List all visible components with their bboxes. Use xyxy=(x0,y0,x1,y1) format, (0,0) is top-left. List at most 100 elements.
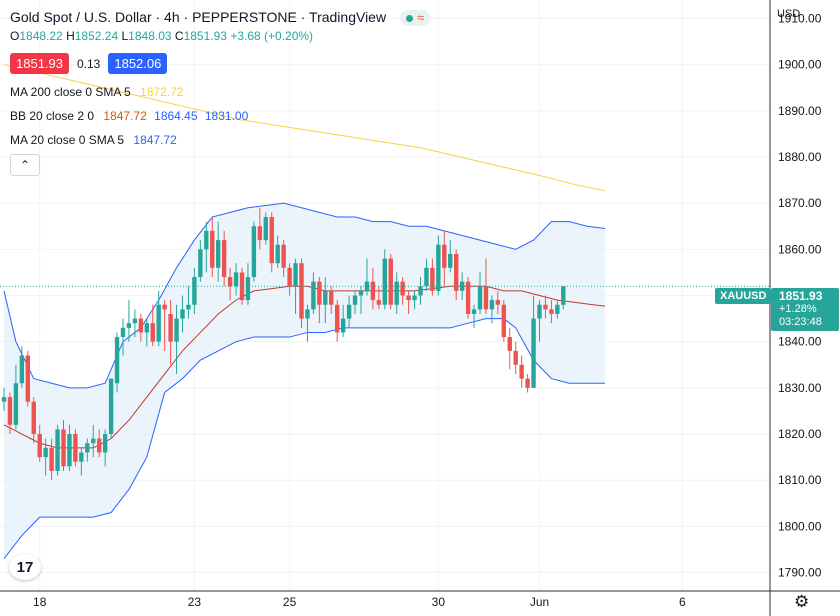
candle-body xyxy=(346,304,352,319)
candle-body xyxy=(19,355,25,384)
y-tick-label: 1790.00 xyxy=(778,566,822,580)
candle-body xyxy=(25,355,30,402)
y-tick-label: 1900.00 xyxy=(778,58,822,72)
wave-icon: ≈ xyxy=(416,10,425,26)
candle-body xyxy=(43,447,48,458)
candle-body xyxy=(97,438,102,453)
candle-body xyxy=(192,277,197,305)
candle-body xyxy=(358,290,364,296)
candle-body xyxy=(382,258,387,305)
y-tick-label: 1870.00 xyxy=(778,196,822,210)
symbol-price-tag: XAUUSD xyxy=(715,288,772,304)
candle-body xyxy=(180,309,185,319)
candle-body xyxy=(436,244,441,291)
bid-ask-panel: 1851.93 0.13 1852.06 xyxy=(10,53,168,74)
indicator-bb[interactable]: BB 20 close 2 0 1847.72 1864.45 1831.00 xyxy=(10,109,248,123)
candle-body xyxy=(299,263,304,319)
candle-body xyxy=(412,295,417,301)
candle-body xyxy=(477,286,483,310)
tradingview-logo-icon[interactable]: 17 xyxy=(9,554,41,580)
candle-body xyxy=(471,309,477,314)
indicator-ma20[interactable]: MA 20 close 0 SMA 5 1847.72 xyxy=(10,133,177,147)
high-label: H xyxy=(66,29,75,43)
candle-body xyxy=(424,267,429,287)
last-price-change: +1.28% xyxy=(779,303,817,315)
candle-body xyxy=(287,267,292,287)
close-value: 1851.93 xyxy=(183,29,227,43)
candle-body xyxy=(329,290,334,305)
candle-body xyxy=(543,304,548,310)
ohlc-values: O1848.22 H1852.24 L1848.03 C1851.93 +3.6… xyxy=(10,29,313,43)
candle-body xyxy=(454,253,459,291)
collapse-legend-button[interactable]: ⌃ xyxy=(10,154,40,176)
candle-body xyxy=(186,304,191,310)
candle-body xyxy=(507,337,512,351)
candle-body xyxy=(55,429,60,471)
currency-label[interactable]: USD xyxy=(777,8,801,20)
candle-body xyxy=(495,300,501,305)
open-value: 1848.22 xyxy=(19,29,63,43)
y-tick-label: 1860.00 xyxy=(778,242,822,256)
candle-body xyxy=(263,217,268,241)
x-tick-label: 18 xyxy=(33,595,47,609)
candle-body xyxy=(531,318,536,388)
candle-body xyxy=(549,309,554,314)
y-tick-label: 1810.00 xyxy=(778,473,822,487)
candle-body xyxy=(251,226,257,278)
candle-body xyxy=(370,281,376,301)
symbol-title[interactable]: Gold Spot / U.S. Dollar · 4h · PEPPERSTO… xyxy=(10,9,387,25)
candle-body xyxy=(483,286,489,310)
candle-body xyxy=(1,397,7,402)
open-label: O xyxy=(10,29,20,43)
candle-body xyxy=(323,290,328,305)
candle-body xyxy=(555,304,560,314)
indicator-value-lower: 1831.00 xyxy=(204,109,249,123)
candle-body xyxy=(102,434,108,453)
candle-body xyxy=(120,327,126,338)
candle-body xyxy=(311,281,316,310)
x-tick-label: 25 xyxy=(283,595,297,609)
candle-body xyxy=(150,323,155,342)
candle-body xyxy=(537,304,542,319)
market-status-badge[interactable]: ≈ xyxy=(399,10,431,27)
candle-body xyxy=(67,434,72,467)
candle-body xyxy=(465,281,471,314)
candle-body xyxy=(239,272,245,301)
candle-body xyxy=(114,337,120,384)
last-price-label: 1851.93 +1.28% 03:23:48 xyxy=(771,288,839,331)
candle-body xyxy=(293,263,298,287)
high-value: 1852.24 xyxy=(74,29,119,43)
candle-body xyxy=(317,281,322,305)
bar-countdown: 03:23:48 xyxy=(779,316,822,328)
candle-body xyxy=(394,281,399,305)
indicator-ma200[interactable]: MA 200 close 0 SMA 5 1872.72 xyxy=(10,85,183,99)
candle-body xyxy=(216,240,221,268)
candle-body xyxy=(221,240,227,278)
candle-body xyxy=(561,286,566,305)
candle-body xyxy=(210,230,215,268)
indicator-value: 1872.72 xyxy=(140,85,184,99)
candle-body xyxy=(275,244,280,264)
y-tick-label: 1880.00 xyxy=(778,150,822,164)
candle-body xyxy=(245,277,251,301)
candle-body xyxy=(49,447,54,471)
buy-button[interactable]: 1852.06 xyxy=(108,53,168,74)
candle-body xyxy=(37,434,42,458)
candle-body xyxy=(388,258,393,305)
candle-body xyxy=(400,281,405,296)
candle-body xyxy=(418,286,423,296)
indicator-label: MA 200 close 0 SMA 5 xyxy=(10,85,131,99)
candle-body xyxy=(144,323,149,333)
gear-icon[interactable]: ⚙ xyxy=(794,592,810,611)
sell-button[interactable]: 1851.93 xyxy=(10,53,69,74)
x-tick-label: Jun xyxy=(530,595,549,609)
candle-body xyxy=(204,230,209,250)
low-label: L xyxy=(121,29,129,43)
candle-body xyxy=(79,452,84,462)
y-tick-label: 1820.00 xyxy=(778,427,822,441)
indicator-label: BB 20 close 2 0 xyxy=(10,109,95,123)
x-tick-label: 23 xyxy=(188,595,202,609)
x-tick-label: 30 xyxy=(432,595,446,609)
